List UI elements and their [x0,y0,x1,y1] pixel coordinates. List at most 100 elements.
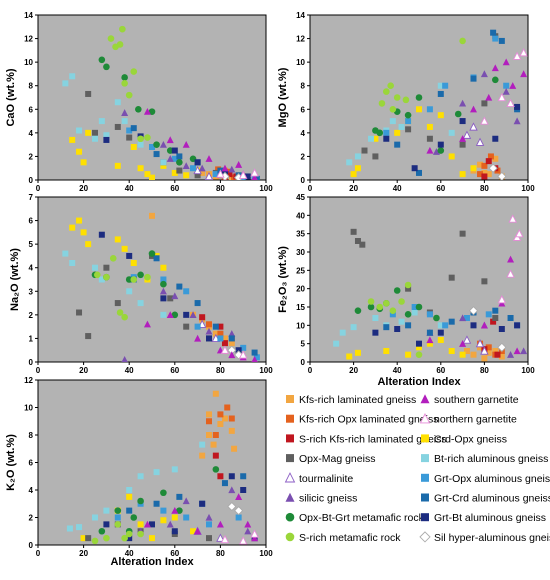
point-crd-opx-gneiss [471,165,477,171]
x-tick-label: 100 [259,366,273,375]
legend-marker [421,434,429,442]
point-grt-opx-aluminous-gneiss [442,322,448,328]
point-bt-rich-aluminous-gneiss [138,300,144,306]
point-s-rich-metamafic-rock [94,271,101,278]
point-grt-bt-aluminous-gneiss [499,326,505,332]
point-kfs-rich-opx-laminated-gneiss [217,411,223,417]
y-tick-label: 3 [29,287,34,296]
point-s-rich-metamafic-rock [115,521,122,528]
point-grt-opx-aluminous-gneiss [160,508,166,514]
legend-item-sil-hyper-aluminous-gneiss: Sil hyper-aluminous gneiss [420,532,550,544]
point-crd-opx-gneiss [131,260,137,266]
point-grt-opx-aluminous-gneiss [427,106,433,112]
y-tick-label: 6 [301,105,306,114]
legend-label: Grt-Bt aluminous gneiss [434,512,546,524]
point-kfs-rich-laminated-gneiss [231,446,237,452]
legend-marker [421,454,429,462]
legend-label: S-rich metamafic rock [299,532,401,544]
point-kfs-rich-laminated-gneiss [149,213,155,219]
point-opx-mag-gneiss [460,231,466,237]
legend-marker [421,474,429,482]
legend-item-northern-garnetite: northern garnetite [421,414,518,426]
legend-label: southern garnetite [434,394,519,406]
point-crd-opx-gneiss [81,159,87,165]
point-bt-rich-aluminous-gneiss [69,260,75,266]
y-tick-label: 4 [301,129,306,138]
point-crd-opx-gneiss [351,171,357,177]
y-tick-label: 14 [296,11,305,20]
y-tick-label: 14 [24,11,33,20]
y-axis-label: MgO (wt.%) [277,67,289,127]
point-opx-bt-grt-metamafic-rock [137,271,144,278]
point-opx-mag-gneiss [449,275,455,281]
y-tick-label: 40 [296,211,305,220]
x-tick-label: 80 [216,366,225,375]
legend-item-grt-crd-aluminous-gneiss: Grt-Crd aluminous gneiss [421,493,550,505]
y-tick-label: 35 [296,230,305,239]
point-grt-bt-aluminous-gneiss [172,528,178,534]
point-s-rich-kfs-rich-laminated-gneiss [486,158,492,164]
point-crd-opx-gneiss [427,124,433,130]
point-bt-rich-aluminous-gneiss [333,341,339,347]
point-crd-opx-gneiss [85,241,91,247]
point-bt-rich-aluminous-gneiss [368,136,374,142]
legend-item-crd-opx-gneiss: Crd-Opx gneiss [421,433,507,445]
point-s-rich-metamafic-rock [126,92,133,99]
y-tick-label: 8 [301,82,306,91]
point-opx-mag-gneiss [481,100,487,106]
legend-marker [286,454,294,462]
point-crd-opx-gneiss [126,494,132,500]
x-tick-label: 0 [308,184,313,193]
point-bt-rich-aluminous-gneiss [69,73,75,79]
y-tick-label: 2 [301,152,306,161]
point-s-rich-metamafic-rock [394,94,401,101]
point-opx-mag-gneiss [115,124,121,130]
point-s-rich-metamafic-rock [405,282,412,289]
legend-item-silicic-gneiss: silicic gneiss [286,493,358,505]
y-tick-label: 45 [296,193,305,202]
point-grt-crd-aluminous-gneiss [499,38,505,44]
point-grt-bt-aluminous-gneiss [412,165,418,171]
point-s-rich-metamafic-rock [126,531,133,538]
point-s-rich-metamafic-rock [108,35,115,42]
point-grt-crd-aluminous-gneiss [492,308,498,314]
point-grt-bt-aluminous-gneiss [229,473,235,479]
point-s-rich-metamafic-rock [144,134,151,141]
point-s-rich-metamafic-rock [119,26,126,33]
point-s-rich-metamafic-rock [390,106,397,113]
point-grt-opx-aluminous-gneiss [183,515,189,521]
point-opx-bt-grt-metamafic-rock [394,287,401,294]
point-s-rich-metamafic-rock [92,538,99,545]
y-tick-label: 10 [296,58,305,67]
point-crd-opx-gneiss [438,337,444,343]
x-tick-label: 20 [79,366,88,375]
y-tick-label: 8 [29,82,34,91]
x-tick-label: 0 [36,549,41,558]
point-crd-opx-gneiss [122,246,128,252]
legend-label: Kfs-rich laminated gneiss [299,394,416,406]
point-bt-rich-aluminous-gneiss [399,319,405,325]
point-kfs-rich-opx-laminated-gneiss [224,405,230,411]
y-tick-label: 0 [301,176,306,185]
x-tick-label: 60 [170,366,179,375]
point-grt-opx-aluminous-gneiss [217,335,223,341]
point-crd-opx-gneiss [416,106,422,112]
point-bt-rich-aluminous-gneiss [126,288,132,294]
point-s-rich-metamafic-rock [103,535,110,542]
point-bt-rich-aluminous-gneiss [76,524,82,530]
point-crd-opx-gneiss [460,352,466,358]
y-axis-label: Fe₂O₃ (wt.%) [277,246,289,313]
point-crd-opx-gneiss [346,354,352,360]
x-axis-label: Alteration Index [377,376,461,388]
y-tick-label: 4 [29,129,34,138]
x-tick-label: 60 [436,366,445,375]
point-grt-crd-aluminous-gneiss [154,255,160,261]
x-tick-label: 80 [216,549,225,558]
point-grt-bt-aluminous-gneiss [372,330,378,336]
point-opx-mag-gneiss [85,91,91,97]
y-tick-label: 2 [29,311,34,320]
point-s-rich-metamafic-rock [368,298,375,305]
point-opx-mag-gneiss [183,324,189,330]
